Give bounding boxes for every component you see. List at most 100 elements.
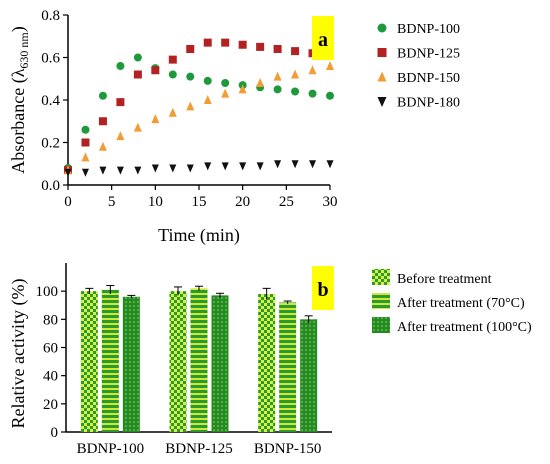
panel-a-tag-background (312, 16, 334, 60)
panel-a-point-bdnp-100 (308, 89, 317, 98)
panel-a-point-bdnp-150 (273, 71, 282, 81)
panel-a-point-bdnp-125 (238, 40, 247, 49)
panel-a-point-bdnp-180 (186, 164, 194, 173)
panel-b-y-tick-label: 100 (36, 284, 59, 300)
panel-a-point-bdnp-125 (98, 117, 107, 126)
panel-a-y-axis-title-main: Absorbance (λ (8, 68, 29, 173)
panel-a-legend-label-bdnp-100: BDNP-100 (397, 22, 460, 37)
panel-a-y-axis-title-close: ) (8, 26, 29, 32)
panel-a-point-bdnp-180 (64, 168, 72, 177)
panel-a-point-bdnp-180 (204, 162, 212, 171)
panel-a-legend-marker-bdnp-125 (377, 48, 387, 57)
panel-b-legend-label-1: After treatment (70°C) (397, 296, 525, 311)
panel-a-y-axis-title: Absorbance (λ630 nm) (8, 26, 31, 174)
panel-a-point-bdnp-100 (81, 125, 90, 134)
panel-a-tag: a (312, 16, 334, 60)
panel-b-legend: Before treatment After treatment (70°C) Af… (372, 269, 532, 335)
panel-b-legend-swatch-1 (372, 293, 390, 309)
panel-a-point-bdnp-100 (168, 70, 177, 79)
panel-b-bar-bdnp-150-1 (279, 302, 297, 432)
panel-a-point-bdnp-100 (98, 91, 107, 100)
panel-b-bar-bdnp-150-0 (258, 293, 276, 432)
panel-b-legend-swatch-2 (372, 317, 390, 333)
panel-a-point-bdnp-150 (291, 69, 300, 79)
panel-a-point-bdnp-180 (256, 162, 264, 171)
panel-a-legend-label-bdnp-180: BDNP-180 (397, 96, 460, 111)
panel-b-bar-bdnp-100-0 (80, 291, 98, 432)
panel-a-x-tick-label: 30 (323, 194, 338, 210)
panel-a-point-bdnp-150 (133, 122, 142, 132)
panel-a-point-bdnp-150 (221, 88, 230, 98)
panel-b-bar-bdnp-100-2 (122, 296, 140, 432)
panel-a-point-bdnp-125 (291, 47, 300, 56)
panel-b-legend-swatch-0 (372, 269, 390, 285)
panel-a-point-bdnp-180 (309, 160, 317, 169)
panel-b-x-tick-label-bdnp-150: BDNP-150 (254, 441, 322, 457)
panel-a-absorbance-chart: 0 5 10 15 20 25 30 0.0 0.2 0.4 0.6 0.8 Time (min) A… (8, 8, 460, 246)
panel-b-bar-bdnp-150-2 (300, 319, 318, 432)
panel-a-legend-marker-bdnp-150 (377, 71, 387, 82)
panel-a-legend-marker-bdnp-180 (377, 97, 387, 107)
panel-a-point-bdnp-150 (256, 78, 265, 87)
panel-a-data-points (64, 38, 334, 177)
panel-a-x-axis-title: Time (min) (158, 225, 240, 246)
panel-a-point-bdnp-150 (151, 114, 160, 124)
panel-a-point-bdnp-100 (186, 72, 195, 81)
panel-a-y-tick-label: 0.4 (41, 93, 60, 109)
panel-a-point-bdnp-125 (221, 38, 230, 47)
panel-a-point-bdnp-180 (239, 162, 247, 171)
panel-a-point-bdnp-180 (151, 164, 159, 173)
panel-a-point-bdnp-180 (169, 164, 177, 173)
panel-a-point-bdnp-180 (81, 168, 89, 177)
panel-a-x-tick-label: 15 (192, 194, 207, 210)
panel-a-point-bdnp-150 (168, 107, 177, 117)
panel-a-x-tick-label: 25 (279, 194, 294, 210)
panel-a-point-bdnp-125 (256, 42, 265, 51)
panel-b-y-tick-label: 20 (43, 397, 58, 413)
panel-a-x-tick-label: 20 (235, 194, 250, 210)
panel-a-point-bdnp-100 (326, 91, 334, 100)
panel-b-legend-label-2: After treatment (100°C) (397, 320, 532, 335)
panel-a-x-tick-label: 5 (108, 194, 116, 210)
panel-a-point-bdnp-100 (203, 76, 212, 85)
panel-b-ticks: 0 20 40 60 80 100 BDNP-100 BDNP-125 BDNP-150 (36, 284, 322, 457)
panel-a-legend: BDNP-100 BDNP-125 BDNP-150 BDNP-180 (377, 22, 460, 111)
panel-a-point-bdnp-125 (151, 66, 160, 75)
panel-b-tag-label: b (317, 279, 328, 301)
panel-a-point-bdnp-125 (116, 98, 125, 107)
panel-b-relative-activity-chart: 0 20 40 60 80 100 BDNP-100 BDNP-125 BDNP-150 Rel… (8, 263, 532, 457)
panel-b-bar-bdnp-125-0 (169, 291, 187, 432)
panel-a-point-bdnp-125 (273, 45, 282, 53)
panel-a-point-bdnp-180 (99, 166, 107, 175)
panel-a-point-bdnp-180 (116, 166, 124, 175)
panel-a-point-bdnp-150 (238, 84, 247, 94)
panel-a-y-axis-title-subscript: 630 nm (17, 32, 31, 69)
panel-b-y-tick-label: 80 (43, 312, 58, 328)
panel-b-tag-background (312, 266, 334, 310)
panel-a-point-bdnp-150 (81, 152, 90, 162)
panel-a-legend-label-bdnp-150: BDNP-150 (397, 71, 460, 86)
panel-a-point-bdnp-100 (291, 87, 300, 96)
panel-a-point-bdnp-125 (81, 138, 90, 147)
panel-a-y-tick-label: 0.0 (41, 178, 60, 194)
panel-b-legend-label-0: Before treatment (397, 272, 492, 287)
panel-a-point-bdnp-150 (308, 65, 317, 75)
panel-b-x-tick-label-bdnp-125: BDNP-125 (165, 441, 233, 457)
panel-a-point-bdnp-150 (98, 141, 107, 151)
panel-a-x-tick-label: 10 (148, 194, 163, 210)
panel-b-bar-bdnp-125-1 (190, 288, 208, 432)
panel-b-y-tick-label: 40 (43, 369, 58, 385)
panel-a-x-tick-label: 0 (64, 194, 72, 210)
panel-a-point-bdnp-150 (186, 101, 195, 111)
panel-a-point-bdnp-125 (203, 38, 212, 47)
panel-b-x-tick-label-bdnp-100: BDNP-100 (77, 441, 145, 457)
panel-a-axes (67, 15, 330, 186)
panel-a-point-bdnp-100 (273, 85, 282, 94)
panel-a-y-tick-label: 0.6 (41, 51, 60, 67)
panel-a-point-bdnp-100 (221, 79, 230, 87)
panel-a-y-tick-label: 0.2 (41, 136, 60, 152)
panel-b-bar-bdnp-125-2 (211, 295, 229, 432)
panel-b-y-axis-title: Relative activity (%) (8, 279, 29, 429)
panel-a-point-bdnp-180 (326, 160, 334, 169)
